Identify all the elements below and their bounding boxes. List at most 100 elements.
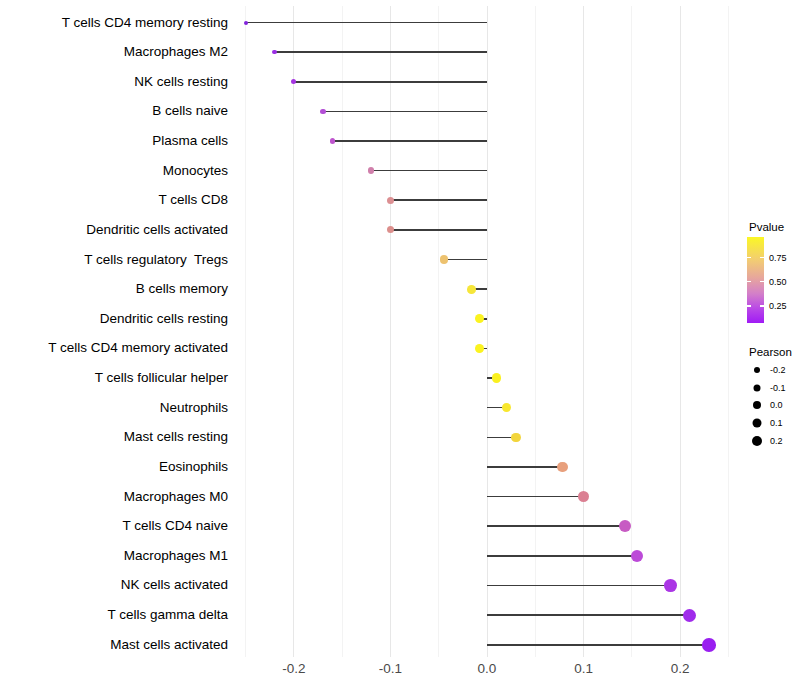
lollipop-stem	[294, 81, 487, 83]
minor-gridline	[535, 6, 536, 657]
lollipop-stem	[487, 466, 562, 468]
lollipop-stem	[444, 259, 487, 261]
lollipop-chart: T cells CD4 memory resting Macrophages M2…	[0, 0, 800, 700]
colorbar-tick-label: 0.25	[769, 301, 787, 311]
colorbar-tick-label: 0.75	[769, 253, 787, 263]
lollipop-dot	[368, 167, 375, 174]
category-label: Mast cells activated	[0, 636, 228, 654]
category-label: T cells CD4 memory activated	[0, 339, 228, 357]
category-label: B cells memory	[0, 280, 228, 298]
legend-item-label: 0.1	[770, 418, 783, 428]
category-label: NK cells activated	[0, 576, 228, 594]
pvalue-legend-title: Pvalue	[749, 221, 784, 233]
legend-size-dot	[753, 419, 762, 428]
lollipop-dot	[291, 79, 296, 84]
plot-panel: T cells CD4 memory resting Macrophages M2…	[0, 0, 800, 700]
lollipop-stem	[487, 525, 625, 527]
major-gridline	[293, 6, 294, 657]
legend-item-label: 0.0	[770, 400, 783, 410]
category-label: Dendritic cells resting	[0, 310, 228, 328]
lollipop-dot	[631, 550, 643, 562]
legend-item-label: -0.1	[770, 383, 786, 393]
x-tick-label: -0.1	[379, 661, 402, 676]
lollipop-stem	[390, 199, 487, 201]
category-label: Plasma cells	[0, 132, 228, 150]
category-label: T cells gamma delta	[0, 606, 228, 624]
legend-size-dot	[754, 384, 761, 391]
lollipop-dot	[387, 226, 394, 233]
lollipop-dot	[664, 579, 677, 592]
x-tick-label: 0.0	[478, 661, 497, 676]
lollipop-dot	[475, 344, 484, 353]
lollipop-dot	[702, 638, 716, 652]
lollipop-dot	[440, 255, 448, 263]
category-label: Dendritic cells activated	[0, 221, 228, 239]
x-tick-label: -0.2	[282, 661, 305, 676]
category-label: Monocytes	[0, 162, 228, 180]
legend-size-dot	[754, 367, 760, 373]
category-label: T cells follicular helper	[0, 369, 228, 387]
major-gridline	[583, 6, 584, 657]
category-label: Mast cells resting	[0, 428, 228, 446]
pearson-legend-item: -0.1	[728, 379, 800, 397]
minor-gridline	[438, 6, 439, 657]
lollipop-dot	[557, 462, 568, 473]
lollipop-dot	[511, 433, 521, 443]
category-label: Macrophages M2	[0, 43, 228, 61]
colorbar-tick-mark	[747, 305, 751, 307]
lollipop-dot	[492, 373, 501, 382]
category-label: Eosinophils	[0, 458, 228, 476]
pearson-legend-item: 0.0	[728, 396, 800, 414]
category-label: T cells CD4 memory resting	[0, 14, 228, 32]
category-label: T cells regulatory Tregs	[0, 251, 228, 269]
pearson-legend-item: -0.2	[728, 361, 800, 379]
legend-item-label: -0.2	[770, 365, 786, 375]
minor-gridline	[342, 6, 343, 657]
pearson-legend-title: Pearson	[749, 346, 792, 358]
legend-size-dot	[753, 401, 761, 409]
colorbar-tick-mark	[760, 281, 764, 283]
lollipop-stem	[487, 585, 670, 587]
lollipop-dot	[387, 197, 394, 204]
colorbar-tick-label: 0.50	[769, 277, 787, 287]
lollipop-stem	[487, 644, 709, 646]
major-gridline	[487, 6, 488, 657]
lollipop-dot	[619, 520, 631, 532]
lollipop-dot	[330, 138, 336, 144]
lollipop-dot	[578, 491, 589, 502]
x-tick-label: 0.2	[671, 661, 690, 676]
category-label: T cells CD8	[0, 191, 228, 209]
lollipop-dot	[272, 50, 277, 55]
lollipop-stem	[487, 555, 637, 557]
legend-size-dot	[752, 436, 762, 446]
colorbar-tick-mark	[747, 257, 751, 259]
lollipop-stem	[275, 51, 487, 53]
lollipop-stem	[390, 229, 487, 231]
colorbar-tick-mark	[760, 257, 764, 259]
major-gridline	[390, 6, 391, 657]
category-label: T cells CD4 naive	[0, 517, 228, 535]
lollipop-dot	[475, 314, 484, 323]
lollipop-dot	[683, 609, 696, 622]
lollipop-stem	[487, 614, 690, 616]
lollipop-stem	[333, 140, 487, 142]
pvalue-colorbar	[747, 237, 764, 323]
category-label: Macrophages M1	[0, 547, 228, 565]
pearson-legend-item: 0.1	[728, 414, 800, 432]
pearson-legend-item: 0.2	[728, 432, 800, 450]
lollipop-stem	[246, 22, 487, 24]
lollipop-stem	[371, 170, 487, 172]
lollipop-stem	[487, 496, 584, 498]
legend-item-label: 0.2	[770, 436, 783, 446]
lollipop-dot	[502, 403, 511, 412]
major-gridline	[680, 6, 681, 657]
x-tick-label: 0.1	[574, 661, 593, 676]
category-label: Macrophages M0	[0, 488, 228, 506]
category-label: Neutrophils	[0, 399, 228, 417]
category-label: B cells naive	[0, 102, 228, 120]
lollipop-dot	[244, 21, 248, 25]
category-label: NK cells resting	[0, 73, 228, 91]
minor-gridline	[245, 6, 246, 657]
legend: Pvalue 0.75 0.50 0.25 Pearson -0.2 -0.1 0.0 0…	[728, 213, 800, 453]
lollipop-dot	[467, 285, 476, 294]
